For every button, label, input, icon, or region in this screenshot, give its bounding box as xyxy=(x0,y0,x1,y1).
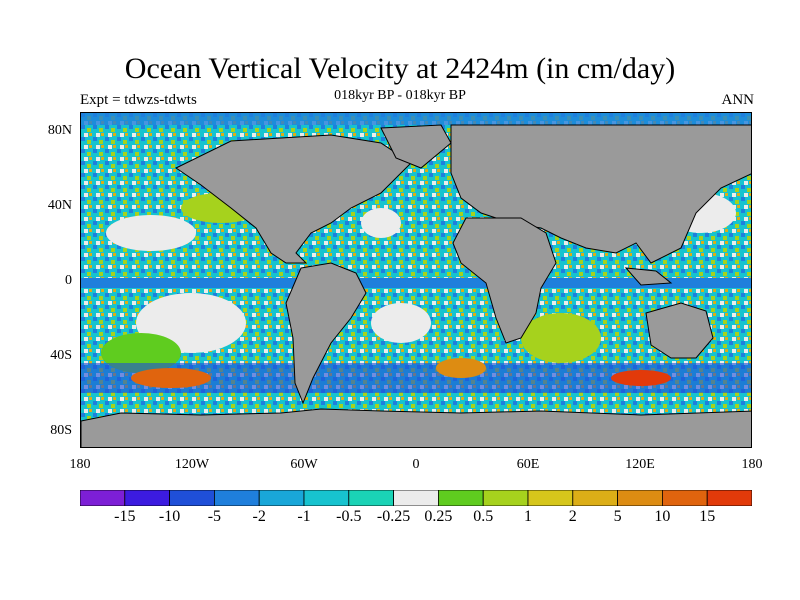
lat-label-40s: 40S xyxy=(50,348,72,363)
colorbar-tick-label: -2 xyxy=(252,508,266,525)
antarctica xyxy=(81,408,751,447)
lat-label-80n: 80N xyxy=(47,123,72,138)
colorbar-tick-label: -5 xyxy=(207,508,222,525)
plot-title: Ocean Vertical Velocity at 2424m (in cm/… xyxy=(124,52,676,85)
colorbar-tick-label: 1 xyxy=(524,508,532,525)
colorbar-tick-label: -15 xyxy=(114,508,136,525)
colorbar-tick-label: 0.5 xyxy=(473,508,494,525)
colorbar-swatch xyxy=(169,490,215,506)
colorbar-tick-label: 15 xyxy=(699,508,716,525)
colorbar-swatch xyxy=(572,490,618,506)
colorbar-tick-label: -0.25 xyxy=(376,508,411,525)
experiment-label: Expt = tdwzs-tdwts xyxy=(80,92,197,108)
colorbar-swatch xyxy=(80,490,126,506)
maritime-continent xyxy=(624,267,673,286)
colorbar-tick-label: -0.5 xyxy=(336,508,362,525)
africa xyxy=(452,217,557,344)
map-panel xyxy=(80,112,752,448)
greenland xyxy=(380,124,452,169)
colorbar-swatch xyxy=(258,490,305,506)
ocean-patches xyxy=(81,113,751,393)
lon-label-120w: 120W xyxy=(174,457,210,472)
eurasia xyxy=(450,124,751,264)
colorbar-swatch xyxy=(437,490,484,506)
lon-label-120e: 120E xyxy=(625,457,655,472)
lon-label-0: 0 xyxy=(412,457,420,472)
colorbar-swatch xyxy=(706,490,752,506)
colorbar-tick-label: 5 xyxy=(613,508,622,525)
colorbar-tick-label: 0.25 xyxy=(424,508,453,525)
colorbar-tick-label: -1 xyxy=(297,508,311,525)
south-america xyxy=(285,262,367,405)
colorbar-swatch xyxy=(348,490,394,506)
colorbar-swatch xyxy=(213,490,260,506)
lat-label-0: 0 xyxy=(65,273,72,288)
lon-label-60e: 60E xyxy=(516,457,540,472)
map-canvas xyxy=(81,113,751,447)
australia xyxy=(645,302,714,359)
colorbar-swatch xyxy=(482,490,529,506)
time-range-label: 018kyr BP - 018kyr BP xyxy=(334,88,466,103)
colorbar-swatch xyxy=(124,490,170,506)
colorbar-swatch xyxy=(303,490,350,506)
colorbar-swatch xyxy=(527,490,574,506)
colorbar-tick-label: 2 xyxy=(568,508,577,525)
lon-label-180e: 180 xyxy=(741,457,763,472)
land-masses xyxy=(81,124,751,447)
lat-label-80s: 80S xyxy=(50,423,72,438)
lon-label-60w: 60W xyxy=(290,457,318,472)
colorbar-swatch xyxy=(617,490,663,506)
colorbar-tick-label: -10 xyxy=(158,508,181,525)
season-label: ANN xyxy=(721,92,755,108)
colorbar-swatch xyxy=(393,490,439,506)
colorbar xyxy=(80,490,752,506)
north-america xyxy=(175,134,412,264)
lat-label-40n: 40N xyxy=(47,198,72,213)
colorbar-tick-label: 10 xyxy=(654,508,671,525)
lon-label-180w: 180 xyxy=(69,457,91,472)
colorbar-swatch xyxy=(662,490,708,506)
